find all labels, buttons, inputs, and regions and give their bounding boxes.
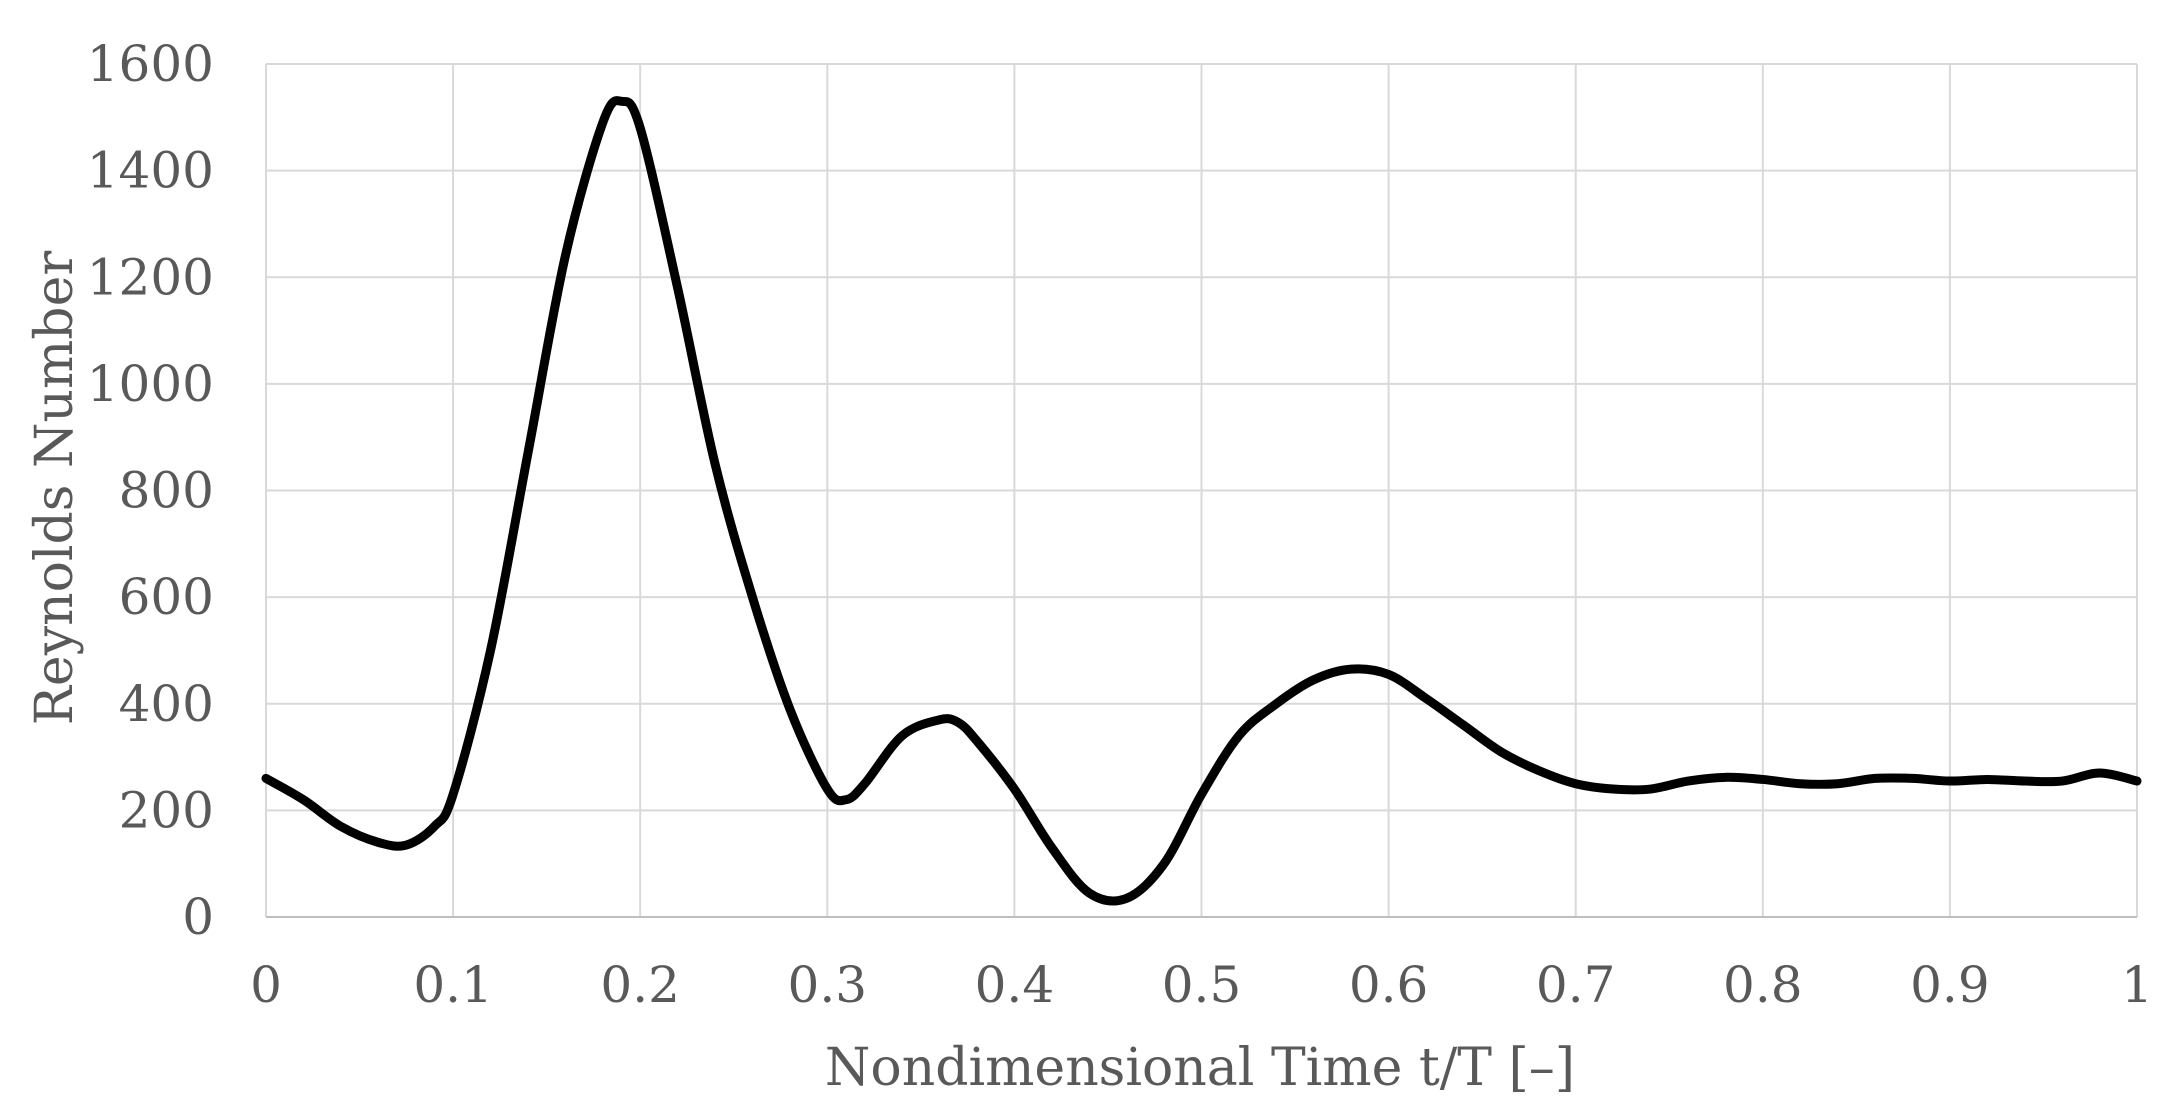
y-tick-label: 1600 [87, 35, 214, 93]
x-tick-label: 1 [2121, 956, 2153, 1014]
series-line [261, 96, 2142, 906]
y-tick-label: 800 [119, 462, 214, 520]
x-tick-label: 0 [250, 956, 282, 1014]
x-tick-label: 0.5 [1162, 956, 1242, 1014]
x-tick-label: 0.7 [1536, 956, 1616, 1014]
y-axis-title: Reynolds Number [25, 251, 85, 726]
y-tick-label: 0 [182, 888, 214, 946]
x-tick-label: 0.9 [1910, 956, 1990, 1014]
y-tick-label: 1200 [87, 248, 214, 306]
x-tick-label: 0.6 [1349, 956, 1429, 1014]
y-tick-label: 200 [119, 781, 214, 839]
y-tick-label: 400 [119, 675, 214, 733]
y-tick-label: 600 [119, 568, 214, 626]
x-axis-title: Nondimensional Time t/T [–] [825, 1038, 1575, 1098]
x-tick-label: 0.4 [975, 956, 1055, 1014]
y-tick-label: 1000 [87, 355, 214, 413]
gridlines [265, 63, 2138, 917]
x-tick-label: 0.8 [1723, 956, 1803, 1014]
series-layer [261, 96, 2142, 906]
x-tick-label: 0.2 [600, 956, 680, 1014]
y-tick-label: 1400 [87, 142, 214, 200]
x-tick-label: 0.1 [413, 956, 493, 1014]
tick-labels: 0 200 400 600 800 1000 1200 1400 1600 0 0.1 0.2 0.3 0… [87, 35, 2153, 1014]
x-tick-label: 0.3 [788, 956, 868, 1014]
